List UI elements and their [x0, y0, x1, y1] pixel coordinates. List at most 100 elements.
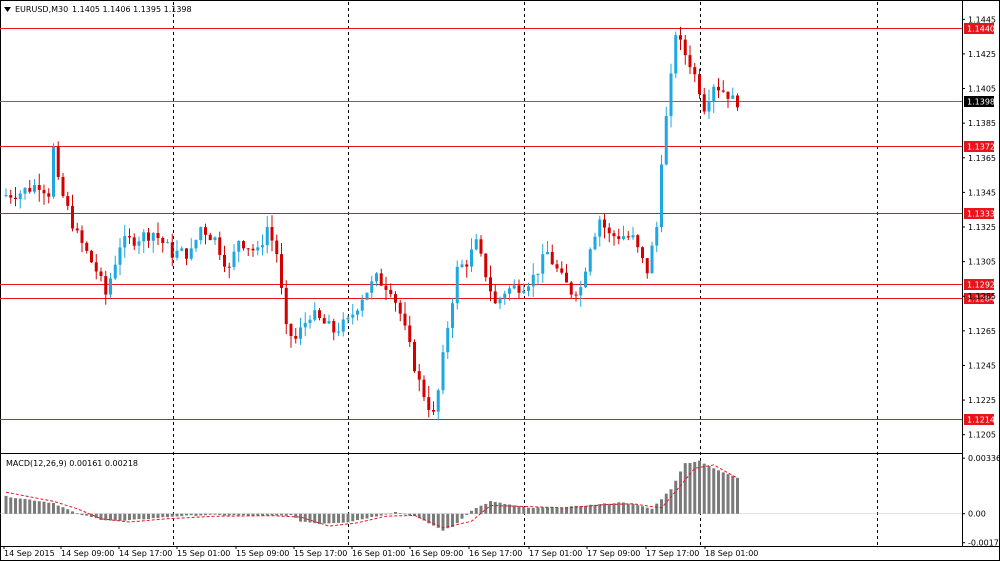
candle[interactable]	[484, 253, 488, 282]
candle[interactable]	[128, 228, 131, 245]
candle[interactable]	[436, 388, 440, 421]
candle[interactable]	[441, 344, 445, 395]
candle[interactable]	[56, 141, 60, 180]
candle[interactable]	[446, 321, 450, 360]
candle[interactable]	[650, 241, 654, 274]
candle[interactable]	[674, 31, 678, 79]
candle[interactable]	[346, 315, 350, 324]
candle[interactable]	[175, 240, 179, 261]
candle[interactable]	[80, 225, 84, 253]
candle[interactable]	[33, 179, 36, 194]
candle[interactable]	[636, 233, 640, 253]
candle[interactable]	[607, 223, 611, 243]
candle[interactable]	[489, 265, 492, 302]
candle[interactable]	[161, 236, 165, 253]
candle[interactable]	[394, 291, 397, 312]
candle[interactable]	[617, 228, 621, 245]
candle[interactable]	[679, 26, 682, 51]
candle[interactable]	[308, 315, 312, 329]
candle[interactable]	[118, 238, 122, 276]
candle[interactable]	[584, 267, 587, 289]
candle[interactable]	[37, 173, 41, 202]
candle[interactable]	[550, 244, 554, 266]
candle[interactable]	[318, 308, 321, 321]
candle[interactable]	[588, 247, 592, 276]
candle[interactable]	[204, 223, 207, 245]
candle[interactable]	[280, 243, 283, 295]
candle[interactable]	[218, 231, 222, 260]
candle[interactable]	[664, 106, 668, 166]
candle[interactable]	[360, 294, 364, 317]
candle[interactable]	[156, 222, 160, 246]
candle[interactable]	[389, 283, 393, 298]
candle[interactable]	[166, 239, 169, 244]
candle[interactable]	[683, 35, 687, 65]
candle[interactable]	[294, 328, 298, 344]
candle[interactable]	[90, 249, 93, 263]
candle[interactable]	[284, 280, 288, 335]
candle[interactable]	[132, 233, 136, 251]
candle[interactable]	[555, 259, 559, 273]
candle[interactable]	[123, 224, 127, 258]
candle[interactable]	[427, 385, 431, 418]
candle[interactable]	[289, 323, 293, 348]
candle[interactable]	[379, 268, 383, 287]
candle[interactable]	[256, 240, 260, 256]
candle[interactable]	[104, 270, 108, 305]
candle[interactable]	[237, 240, 241, 263]
candle[interactable]	[522, 283, 526, 294]
candle[interactable]	[332, 318, 336, 341]
candle[interactable]	[322, 314, 326, 324]
candle[interactable]	[712, 83, 716, 113]
candle[interactable]	[9, 189, 13, 204]
candle[interactable]	[413, 339, 416, 373]
candle[interactable]	[669, 63, 673, 128]
candle[interactable]	[351, 303, 355, 325]
candle[interactable]	[498, 296, 502, 310]
candle[interactable]	[384, 276, 388, 301]
candle[interactable]	[99, 267, 103, 282]
candle[interactable]	[655, 221, 659, 253]
candle[interactable]	[261, 234, 264, 256]
candle[interactable]	[565, 264, 568, 283]
candle[interactable]	[142, 229, 146, 253]
candle[interactable]	[180, 246, 184, 252]
candle[interactable]	[71, 194, 74, 232]
candle[interactable]	[223, 245, 226, 273]
candle[interactable]	[85, 241, 89, 254]
dropdown-triangle-icon[interactable]	[4, 7, 11, 12]
candle[interactable]	[536, 273, 540, 286]
candle[interactable]	[75, 222, 79, 234]
candle[interactable]	[493, 284, 497, 304]
candle[interactable]	[641, 246, 644, 263]
candle[interactable]	[265, 216, 269, 254]
candle[interactable]	[527, 282, 530, 297]
candle[interactable]	[47, 188, 51, 204]
candle[interactable]	[569, 280, 573, 299]
candle[interactable]	[598, 215, 602, 247]
candle[interactable]	[23, 187, 27, 200]
candle[interactable]	[574, 291, 578, 302]
candle[interactable]	[408, 315, 412, 347]
candle[interactable]	[303, 312, 307, 337]
candle[interactable]	[109, 273, 112, 298]
candle[interactable]	[612, 230, 616, 246]
candle[interactable]	[403, 302, 407, 331]
candle[interactable]	[579, 280, 583, 307]
candle[interactable]	[736, 93, 739, 111]
candle[interactable]	[4, 188, 8, 198]
candle[interactable]	[170, 233, 174, 267]
candle[interactable]	[242, 240, 245, 251]
candle[interactable]	[603, 213, 606, 239]
candle[interactable]	[28, 179, 32, 194]
candle[interactable]	[693, 62, 697, 82]
candle[interactable]	[451, 298, 454, 338]
candle[interactable]	[512, 279, 516, 290]
candle[interactable]	[147, 228, 150, 248]
candle[interactable]	[702, 87, 706, 115]
candle[interactable]	[194, 239, 198, 252]
candle[interactable]	[465, 259, 469, 278]
candle[interactable]	[232, 243, 236, 271]
candle[interactable]	[731, 87, 735, 99]
candle[interactable]	[42, 184, 46, 205]
